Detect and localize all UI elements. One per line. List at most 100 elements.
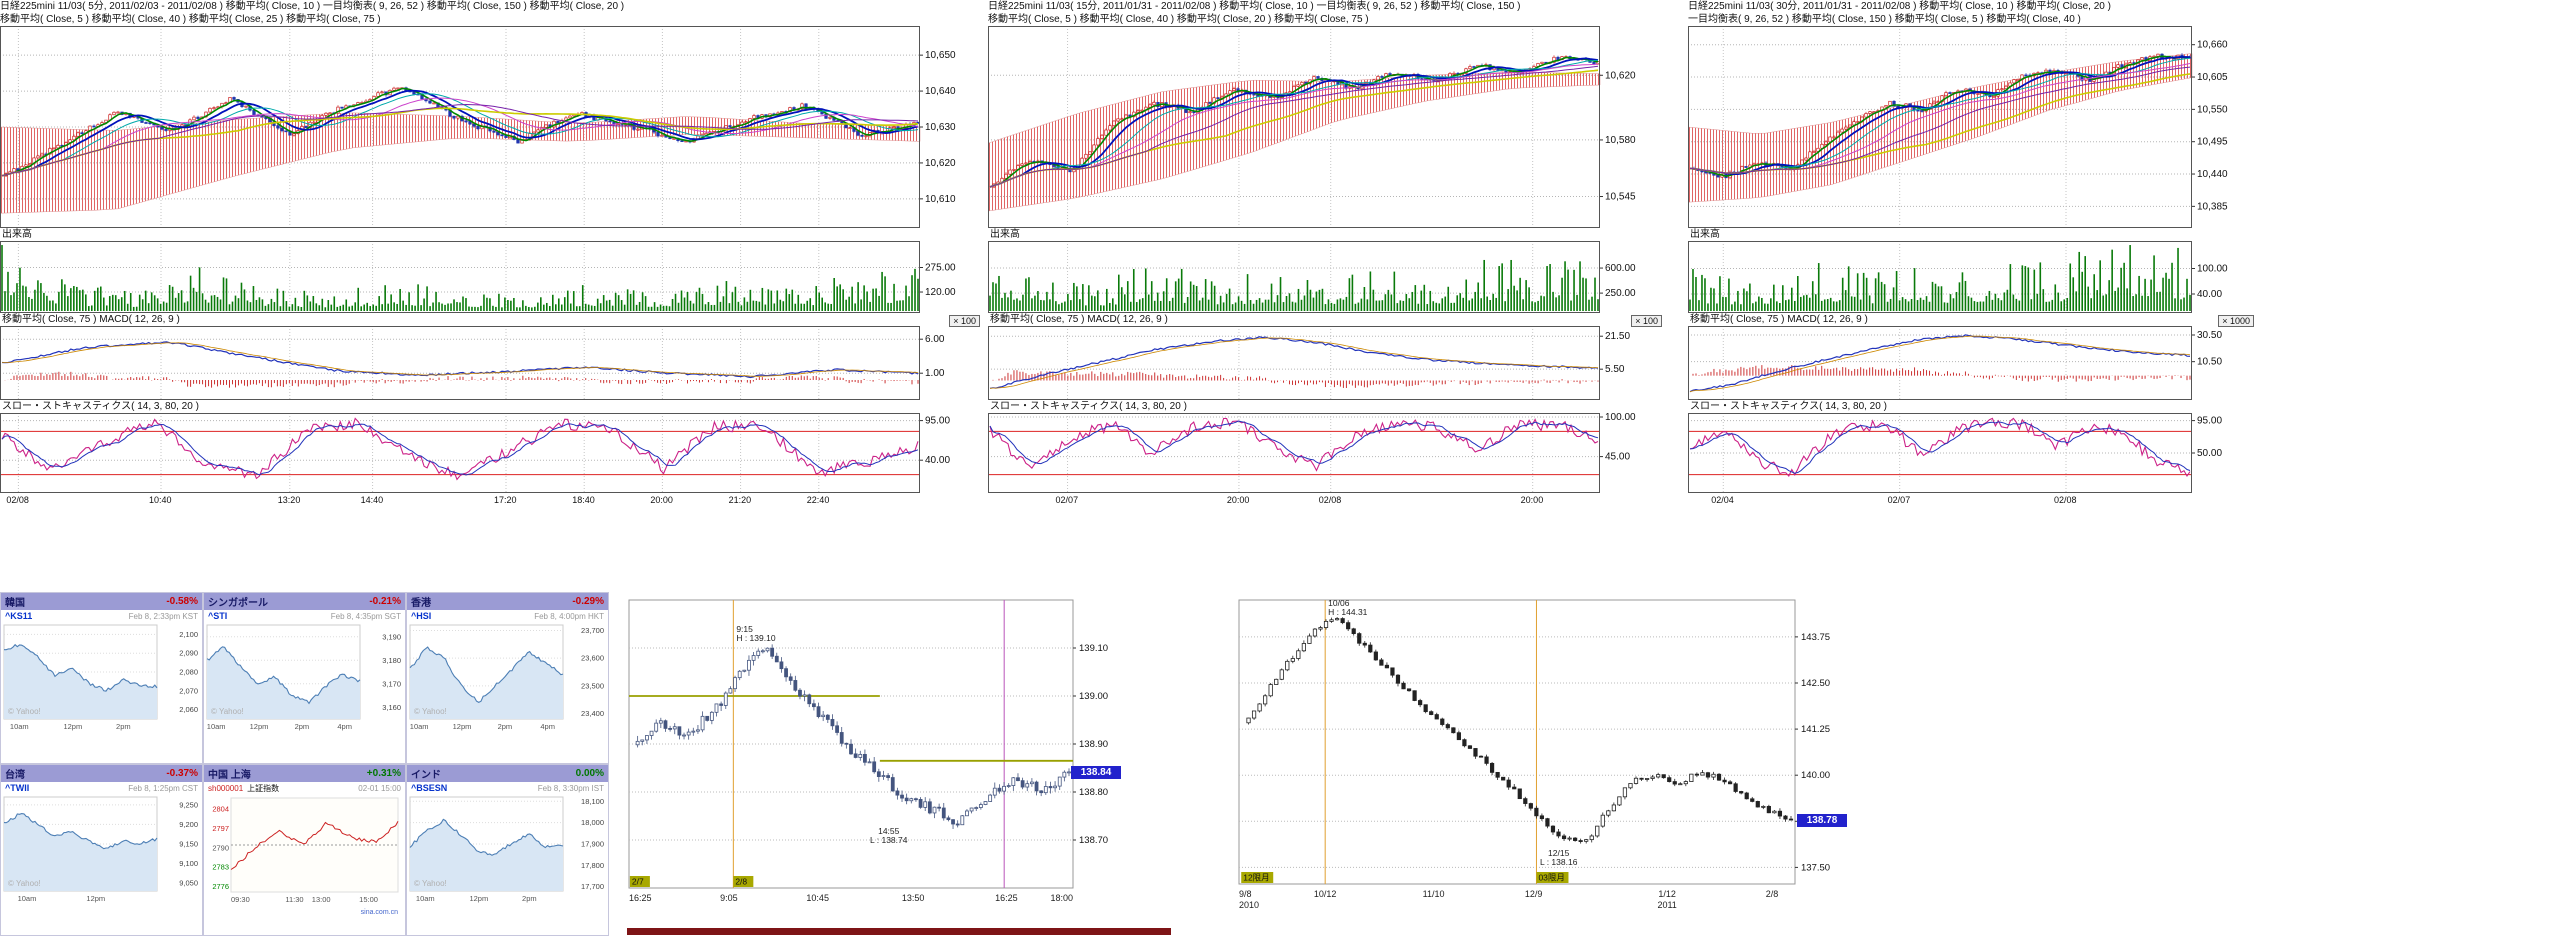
svg-text:2011: 2011 xyxy=(1657,900,1676,910)
mini-index-chart[interactable]: 23,700 23,600 23,500 23,400 10am 12pm 2pm 4pm © … xyxy=(407,621,608,751)
volume-label: 出来高 xyxy=(2,229,32,240)
svg-text:10,630: 10,630 xyxy=(925,122,956,133)
widget-header: 台湾 -0.37% xyxy=(1,765,202,782)
market-symbol-link[interactable]: ^TWII xyxy=(5,783,30,793)
chart-scrollbar[interactable] xyxy=(627,928,1171,935)
stochastics-pane[interactable]: 95.00 40.00 xyxy=(0,413,986,493)
market-name: 台湾 xyxy=(5,770,25,781)
macd-label: 移動平均( Close, 75 ) MACD( 12, 26, 9 ) xyxy=(1690,314,1868,325)
mini-index-chart[interactable]: 2804 2797 2790 2783 2776 09:30 11:30 13:00 15:00… xyxy=(204,794,405,924)
volume-pane[interactable]: 600.00 250.00 xyxy=(988,241,1668,313)
svg-text:15:00: 15:00 xyxy=(359,895,378,904)
price-chart-pane[interactable]: 10,620 10,580 10,545 xyxy=(988,26,1668,228)
mini-index-chart[interactable]: 18,100 18,000 17,900 17,800 17,700 10am 12pm 2p… xyxy=(407,793,608,923)
svg-text:40.00: 40.00 xyxy=(2197,289,2222,300)
market-widget-taiwan[interactable]: 台湾 -0.37% ^TWII Feb 8, 1:25pm CST 9,250 9… xyxy=(0,764,203,936)
svg-text:30.50: 30.50 xyxy=(2197,330,2222,341)
svg-text:© Yahoo!: © Yahoo! xyxy=(414,707,447,716)
futures-daily-chart[interactable]: 143.75142.50141.25140.00138.75137.5010/0… xyxy=(1235,594,1851,940)
macd-pane[interactable]: 21.50 5.50 xyxy=(988,326,1668,400)
svg-text:9,200: 9,200 xyxy=(179,820,198,829)
mini-index-chart[interactable]: 3,190 3,180 3,170 3,160 10am 12pm 2pm 4pm © Yaho… xyxy=(204,621,405,751)
svg-text:17,800: 17,800 xyxy=(581,861,604,870)
svg-text:120.00: 120.00 xyxy=(925,287,956,298)
macd-pane[interactable]: 6.00 1.00 xyxy=(0,326,986,400)
market-symbol-link[interactable]: ^HSI xyxy=(411,611,432,621)
svg-text:10,495: 10,495 xyxy=(2197,137,2228,148)
market-widget-korea[interactable]: 韓国 -0.58% ^KS11 Feb 8, 2:33pm KST 2,100 2… xyxy=(0,592,203,764)
indicator-header-line1: 日経225mini 11/03( 30分, 2011/01/31 - 2011/… xyxy=(1688,1,2111,12)
svg-text:9,050: 9,050 xyxy=(179,879,198,888)
last-price-tag: 138.84 xyxy=(1071,766,1121,780)
svg-text:2,090: 2,090 xyxy=(179,649,198,658)
market-symbol-link[interactable]: ^BSESN xyxy=(411,783,448,793)
daily-chart-canvas[interactable]: 143.75142.50141.25140.00138.75137.5010/0… xyxy=(1235,594,1851,926)
svg-text:10,660: 10,660 xyxy=(2197,40,2228,51)
market-name: 韓国 xyxy=(5,598,25,609)
svg-text:2pm: 2pm xyxy=(498,722,513,731)
svg-text:138.90: 138.90 xyxy=(1079,739,1108,750)
svg-text:© Yahoo!: © Yahoo! xyxy=(8,707,41,716)
market-symbol-link[interactable]: ^KS11 xyxy=(5,611,33,621)
market-widget-singapore[interactable]: シンガポール -0.21% ^STI Feb 8, 4:35pm SGT 3,1… xyxy=(203,592,406,764)
svg-text:12pm: 12pm xyxy=(469,894,488,903)
market-name: 香港 xyxy=(411,598,431,609)
volume-pane[interactable]: 275.00 120.00 xyxy=(0,241,986,313)
stochastics-pane[interactable]: 100.00 45.00 xyxy=(988,413,1668,493)
svg-text:2/8: 2/8 xyxy=(735,877,747,887)
market-widget-shanghai[interactable]: 中国 上海 +0.31% sh000001 上証指数 02-01 15:00 2… xyxy=(203,764,406,936)
svg-text:9,250: 9,250 xyxy=(179,800,198,809)
svg-text:18:00: 18:00 xyxy=(1050,893,1073,903)
svg-text:5.50: 5.50 xyxy=(1605,364,1625,375)
mini-index-chart[interactable]: 9,250 9,200 9,150 9,100 9,050 10am 12pm © Yahoo… xyxy=(1,793,202,923)
price-chart-pane[interactable]: 10,660 10,605 10,550 10,495 10,440 10,385 xyxy=(1688,26,2260,228)
symbol-row: ^TWII Feb 8, 1:25pm CST xyxy=(1,782,202,793)
svg-text:139.10: 139.10 xyxy=(1079,643,1108,654)
symbol-row: ^STI Feb 8, 4:35pm SGT xyxy=(204,610,405,621)
svg-text:L : 138.16: L : 138.16 xyxy=(1540,857,1578,867)
svg-text:12限月: 12限月 xyxy=(1243,873,1269,883)
volume-unit-badge: × 100 xyxy=(1631,315,1662,327)
svg-text:13:50: 13:50 xyxy=(902,893,925,903)
svg-text:© Yahoo!: © Yahoo! xyxy=(414,879,447,888)
svg-text:45.00: 45.00 xyxy=(1605,452,1630,463)
intraday-chart-canvas[interactable]: 139.10 139.00 138.90 138.80 138.70 9:15 H : 13… xyxy=(625,594,1173,926)
symbol-row: ^KS11 Feb 8, 2:33pm KST xyxy=(1,610,202,621)
indicator-header-line2: 一目均衡表( 9, 26, 52 ) 移動平均( Close, 150 ) 移動… xyxy=(1688,14,2081,25)
market-widget-india[interactable]: インド 0.00% ^BSESN Feb 8, 3:30pm IST 18,10… xyxy=(406,764,609,936)
mini-index-chart[interactable]: 2,100 2,090 2,080 2,070 2,060 10am 12pm 2pm © Ya… xyxy=(1,621,202,751)
svg-text:23,400: 23,400 xyxy=(581,709,604,718)
world-markets-grid: 韓国 -0.58% ^KS11 Feb 8, 2:33pm KST 2,100 2… xyxy=(0,592,609,936)
svg-text:H : 144.31: H : 144.31 xyxy=(1328,607,1367,617)
svg-text:12pm: 12pm xyxy=(250,722,269,731)
widget-header: シンガポール -0.21% xyxy=(204,593,405,610)
macd-pane[interactable]: 30.50 10.50 xyxy=(1688,326,2260,400)
indicator-header-line1: 日経225mini 11/03( 5分, 2011/02/03 - 2011/0… xyxy=(0,1,625,12)
volume-pane[interactable]: 100.00 40.00 xyxy=(1688,241,2260,313)
svg-text:10,580: 10,580 xyxy=(1605,135,1636,146)
time-axis: 02/04 02/07 02/08 xyxy=(1711,495,2077,505)
svg-text:100.00: 100.00 xyxy=(1605,413,1636,423)
macd-label: 移動平均( Close, 75 ) MACD( 12, 26, 9 ) xyxy=(2,314,180,325)
indicator-header-line2: 移動平均( Close, 5 ) 移動平均( Close, 40 ) 移動平均(… xyxy=(988,14,1369,25)
svg-text:10am: 10am xyxy=(207,722,226,731)
futures-intraday-chart[interactable]: 139.10 139.00 138.90 138.80 138.70 9:15 H : 13… xyxy=(625,594,1173,940)
time-axis: 02/07 20:00 02/08 20:00 xyxy=(1055,495,1544,505)
svg-text:12pm: 12pm xyxy=(453,722,472,731)
macd-label: 移動平均( Close, 75 ) MACD( 12, 26, 9 ) xyxy=(990,314,1168,325)
market-symbol-link[interactable]: ^STI xyxy=(208,611,228,621)
svg-text:© Yahoo!: © Yahoo! xyxy=(211,707,244,716)
market-name: シンガポール xyxy=(208,598,268,609)
svg-text:11/10: 11/10 xyxy=(1423,889,1445,899)
svg-text:10/12: 10/12 xyxy=(1314,889,1337,899)
svg-text:10am: 10am xyxy=(18,894,37,903)
quote-datetime: Feb 8, 1:25pm CST xyxy=(128,784,198,793)
svg-text:10,640: 10,640 xyxy=(925,86,956,97)
volume-label: 出来高 xyxy=(990,229,1020,240)
svg-text:09:30: 09:30 xyxy=(231,895,250,904)
price-chart-pane[interactable]: 10,650 10,640 10,630 10,620 10,610 xyxy=(0,26,986,228)
market-widget-hongkong[interactable]: 香港 -0.29% ^HSI Feb 8, 4:00pm HKT 23,700 2… xyxy=(406,592,609,764)
quote-datetime: Feb 8, 2:33pm KST xyxy=(128,612,198,621)
svg-text:2/7: 2/7 xyxy=(632,877,644,887)
stochastics-pane[interactable]: 95.00 50.00 xyxy=(1688,413,2260,493)
